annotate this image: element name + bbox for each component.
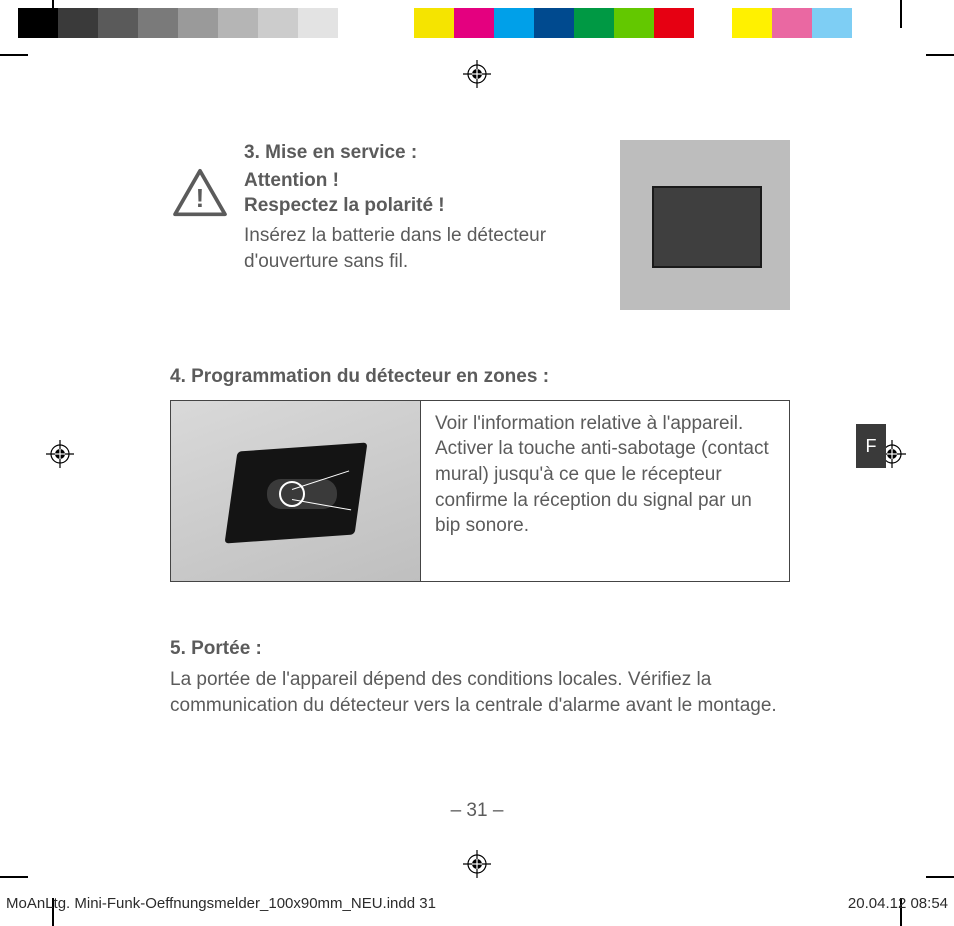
section-4-body: Voir l'information relative à l'appareil…	[431, 401, 789, 581]
color-swatch	[338, 8, 378, 38]
crop-mark	[0, 876, 28, 878]
footer-filename: MoAnLtg. Mini-Funk-Oeffnungsmelder_100x9…	[6, 895, 436, 912]
color-swatch	[454, 8, 494, 38]
color-swatch	[414, 8, 454, 38]
section-3-heading: 3. Mise en service :	[244, 140, 606, 166]
section-5-heading: 5. Portée :	[170, 636, 790, 662]
section-5: 5. Portée : La portée de l'appareil dépe…	[170, 636, 790, 719]
color-swatch	[178, 8, 218, 38]
photo-battery-compartment	[620, 140, 790, 310]
registration-mark-icon	[463, 850, 491, 878]
color-swatch	[0, 8, 18, 38]
color-swatch	[258, 8, 298, 38]
registration-mark-icon	[463, 60, 491, 88]
crop-mark	[0, 54, 28, 56]
photo-detector	[171, 401, 421, 581]
color-swatch	[378, 8, 414, 38]
color-swatch	[812, 8, 852, 38]
color-swatch	[654, 8, 694, 38]
section-4: 4. Programmation du détecteur en zones :…	[170, 364, 790, 582]
color-swatch	[852, 8, 870, 38]
svg-text:!: !	[196, 185, 205, 213]
page-number: – 31 –	[0, 800, 954, 822]
color-swatch	[732, 8, 772, 38]
section-4-heading: 4. Programmation du détecteur en zones :	[170, 364, 790, 390]
registration-mark-icon	[46, 440, 74, 468]
section-3-warn1: Attention !	[244, 168, 606, 194]
color-swatch	[58, 8, 98, 38]
print-color-bar	[0, 8, 954, 38]
color-swatch	[534, 8, 574, 38]
crop-mark	[926, 876, 954, 878]
color-swatch	[98, 8, 138, 38]
section-3-text: 3. Mise en service : Attention ! Respect…	[244, 140, 606, 310]
color-swatch	[218, 8, 258, 38]
footer-datetime: 20.04.12 08:54	[848, 895, 948, 912]
section-3: ! 3. Mise en service : Attention ! Respe…	[170, 140, 790, 310]
language-tab: F	[856, 424, 886, 468]
color-swatch	[694, 8, 732, 38]
color-swatch	[494, 8, 534, 38]
section-5-body: La portée de l'appareil dépend des condi…	[170, 667, 790, 718]
crop-mark	[52, 0, 54, 28]
color-swatch	[614, 8, 654, 38]
color-swatch	[574, 8, 614, 38]
warning-icon: !	[170, 140, 230, 310]
section-3-body: Insérez la batterie dans le détecteur d'…	[244, 223, 606, 274]
section-3-warn2: Respectez la polarité !	[244, 193, 606, 219]
page-content: ! 3. Mise en service : Attention ! Respe…	[170, 140, 790, 719]
color-swatch	[298, 8, 338, 38]
color-swatch	[138, 8, 178, 38]
color-swatch	[772, 8, 812, 38]
crop-mark	[926, 54, 954, 56]
crop-mark	[900, 0, 902, 28]
footer: MoAnLtg. Mini-Funk-Oeffnungsmelder_100x9…	[0, 895, 954, 912]
